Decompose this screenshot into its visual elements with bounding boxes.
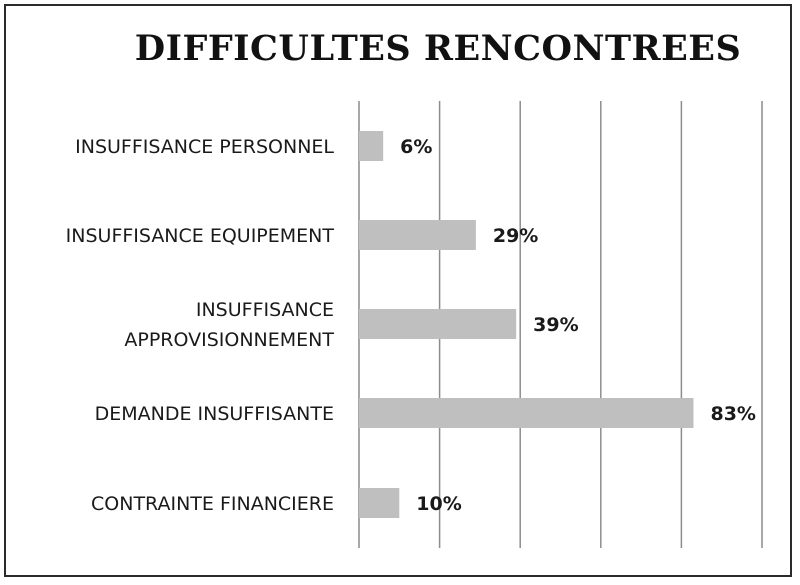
value-labels: 6% 29% 39% 83% 10% [400, 136, 756, 515]
value-label: 29% [493, 225, 538, 247]
bars [359, 131, 694, 518]
value-label: 83% [710, 403, 755, 425]
category-label: INSUFFISANCE APPROVISIONNEMENT [124, 299, 334, 351]
bar [359, 488, 400, 518]
chart-title: DIFFICULTES RENCONTREES [134, 28, 742, 69]
chart-frame [4, 4, 792, 577]
bar [359, 220, 476, 250]
category-label: INSUFFISANCE PERSONNEL [75, 136, 334, 158]
bar [359, 131, 384, 161]
bar [359, 398, 694, 428]
category-label: DEMANDE INSUFFISANTE [95, 403, 334, 425]
category-label: CONTRAINTE FINANCIERE [91, 493, 334, 515]
value-label: 6% [400, 136, 432, 158]
value-label: 39% [533, 314, 578, 336]
category-label: INSUFFISANCE EQUIPEMENT [66, 225, 335, 247]
category-labels: INSUFFISANCE PERSONNEL INSUFFISANCE EQUIP… [66, 136, 335, 515]
bar [359, 309, 517, 339]
value-label: 10% [416, 493, 461, 515]
